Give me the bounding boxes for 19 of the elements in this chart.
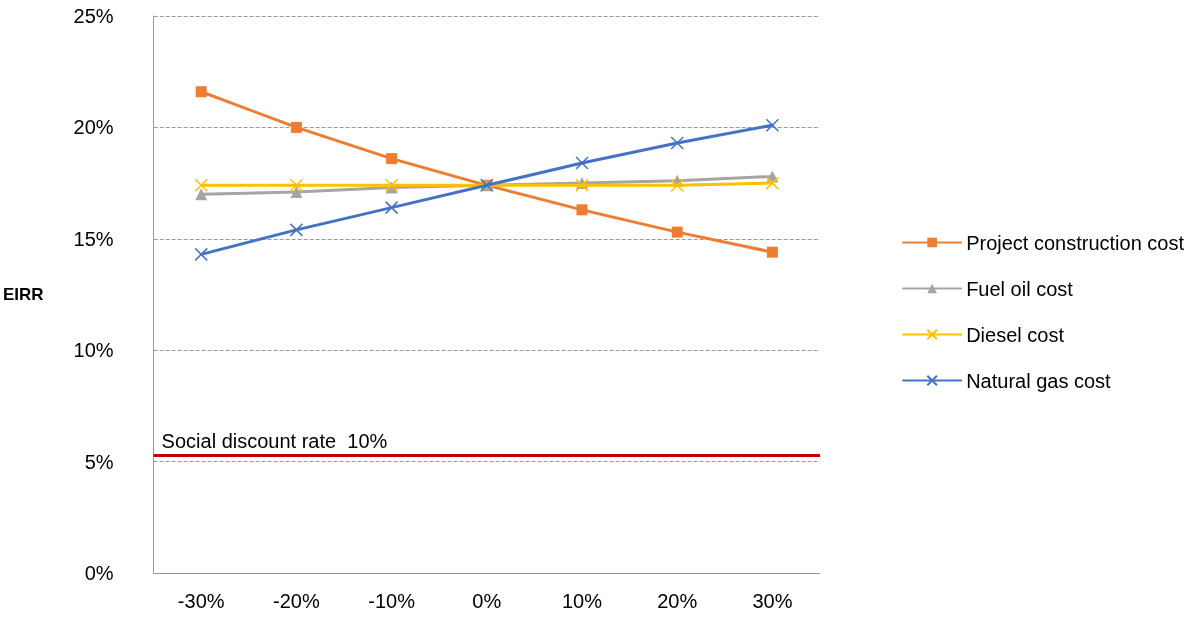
y-axis-title: EIRR — [2, 285, 44, 304]
x-tick-label: -30% — [177, 590, 225, 612]
x-tick-label: 30% — [752, 590, 793, 612]
x-tick-label: -20% — [273, 590, 320, 612]
legend-label: Fuel oil cost — [966, 277, 1074, 300]
legend-label: Natural gas cost — [966, 369, 1112, 392]
ref-line-label: Social discount rate 10% — [161, 429, 388, 452]
y-tick-label: 15% — [73, 227, 114, 250]
y-tick-label: 20% — [73, 116, 114, 139]
y-tick-label: 25% — [73, 5, 114, 27]
y-tick-label: 5% — [84, 450, 114, 473]
y-tick-label: 10% — [73, 339, 114, 362]
x-tick-label: 20% — [657, 590, 698, 612]
legend-label: Diesel cost — [966, 323, 1065, 346]
x-tick-label: 0% — [472, 590, 502, 612]
y-tick-label: 0% — [84, 562, 114, 584]
x-tick-label: 10% — [561, 590, 603, 612]
legend-label: Project construction cost — [966, 231, 1185, 254]
x-tick-label: -10% — [368, 590, 416, 612]
